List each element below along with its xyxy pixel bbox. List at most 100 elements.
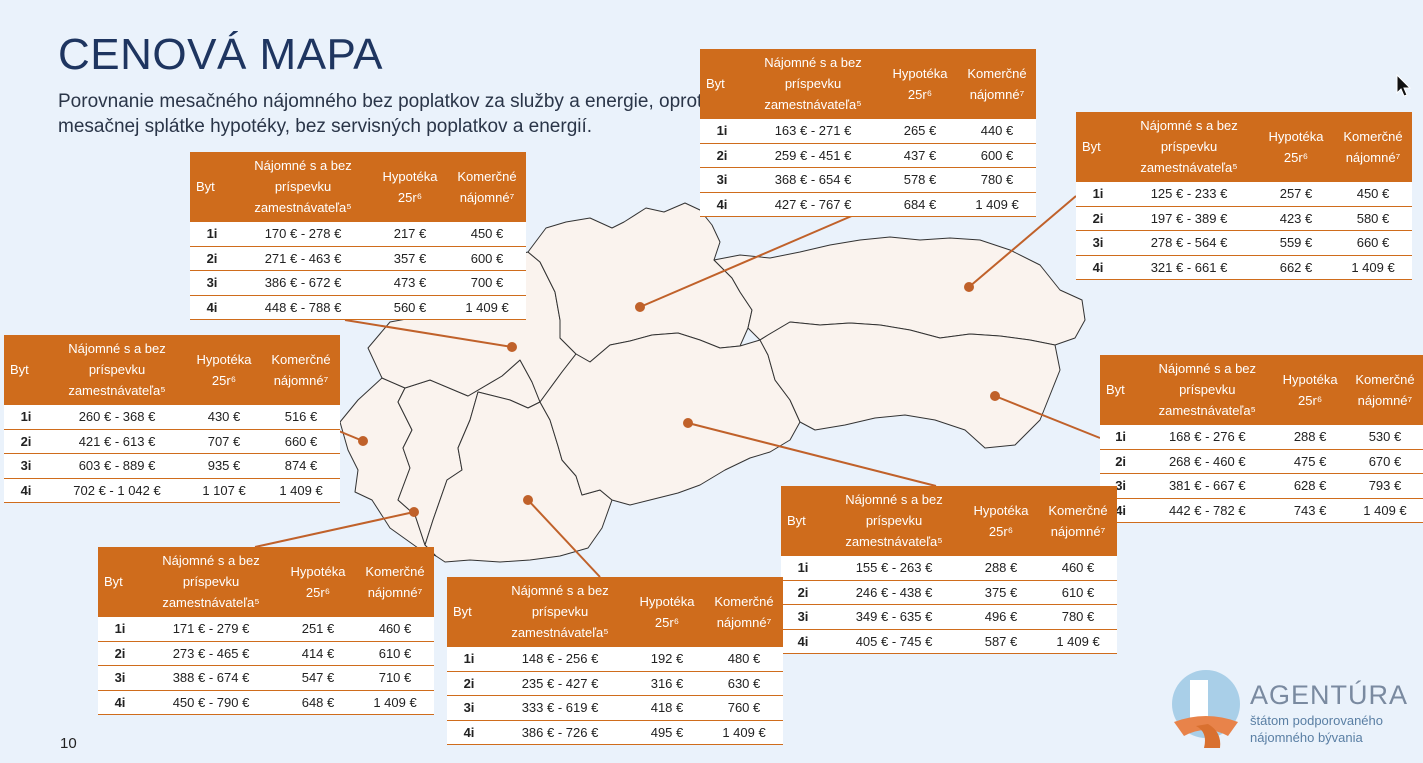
rent-table-trnava: Byt Nájomné s a bez príspevku zamestnáva… <box>98 547 434 715</box>
cell-komercne: 610 € <box>1039 579 1117 605</box>
cell-komercne: 610 € <box>356 640 434 666</box>
col-header-najomne: Nájomné s a bez príspevku zamestnávateľa… <box>825 486 963 556</box>
table-row: 1i 170 € - 278 €217 €450 € <box>190 221 526 246</box>
cell-komercne: 780 € <box>1039 604 1117 629</box>
cell-komercne: 660 € <box>262 428 340 454</box>
cell-komercne: 1 409 € <box>705 719 783 745</box>
cell-najomne: 148 € - 256 € <box>491 646 629 671</box>
table-row: 1i 163 € - 271 €265 €440 € <box>700 118 1036 143</box>
cell-hypoteka: 375 € <box>963 579 1039 605</box>
cell-komercne: 450 € <box>1334 181 1412 206</box>
table-row: 4i 448 € - 788 €560 €1 409 € <box>190 294 526 320</box>
cell-hypoteka: 559 € <box>1258 230 1334 255</box>
col-header-najomne: Nájomné s a bez príspevku zamestnávateľa… <box>1120 112 1258 182</box>
col-header-komercne: Komerčné nájomné⁷ <box>1346 355 1423 425</box>
col-header-hypoteka: Hypotéka 25r⁶ <box>882 49 958 119</box>
cell-hypoteka: 1 107 € <box>186 477 262 503</box>
region-nitra <box>424 391 613 563</box>
col-header-byt: Byt <box>98 547 142 617</box>
cell-hypoteka: 423 € <box>1258 205 1334 231</box>
cell-komercne: 760 € <box>705 695 783 720</box>
cell-komercne: 793 € <box>1346 473 1423 498</box>
cell-najomne: 405 € - 745 € <box>825 628 963 654</box>
cell-komercne: 1 409 € <box>356 689 434 715</box>
cell-komercne: 1 409 € <box>1346 497 1423 523</box>
col-header-komercne: Komerčné nájomné⁷ <box>262 335 340 405</box>
cell-najomne: 271 € - 463 € <box>234 245 372 271</box>
cell-byt: 4i <box>781 628 825 654</box>
rent-table-trencin: Byt Nájomné s a bez príspevku zamestnáva… <box>190 152 526 320</box>
cell-najomne: 268 € - 460 € <box>1141 448 1274 474</box>
cell-hypoteka: 257 € <box>1258 181 1334 206</box>
cell-komercne: 710 € <box>356 665 434 690</box>
col-header-komercne: Komerčné nájomné⁷ <box>705 577 783 647</box>
region-banska-bystrica <box>539 332 801 506</box>
col-header-byt: Byt <box>781 486 825 556</box>
cell-najomne: 368 € - 654 € <box>744 167 882 192</box>
cell-hypoteka: 587 € <box>963 628 1039 654</box>
col-header-komercne: Komerčné nájomné⁷ <box>1039 486 1117 556</box>
table-row: 3i 278 € - 564 €559 €660 € <box>1076 230 1412 255</box>
cell-komercne: 440 € <box>958 118 1036 143</box>
cell-najomne: 163 € - 271 € <box>744 118 882 143</box>
cell-najomne: 448 € - 788 € <box>234 294 372 320</box>
cell-najomne: 260 € - 368 € <box>48 404 186 429</box>
rent-table-bratislava: Byt Nájomné s a bez príspevku zamestnáva… <box>4 335 340 503</box>
table-row: 4i 702 € - 1 042 €1 107 €1 409 € <box>4 477 340 503</box>
cell-byt: 1i <box>190 221 234 246</box>
cell-hypoteka: 495 € <box>629 719 705 745</box>
cell-komercne: 450 € <box>448 221 526 246</box>
cell-hypoteka: 743 € <box>1273 497 1347 523</box>
cell-komercne: 1 409 € <box>448 294 526 320</box>
cell-najomne: 442 € - 782 € <box>1141 497 1274 523</box>
col-header-najomne: Nájomné s a bez príspevku zamestnávateľa… <box>48 335 186 405</box>
cell-hypoteka: 628 € <box>1273 473 1347 498</box>
cell-najomne: 321 € - 661 € <box>1120 254 1258 280</box>
table-row: 1i 148 € - 256 €192 €480 € <box>447 646 783 671</box>
cell-komercne: 600 € <box>448 245 526 271</box>
col-header-najomne: Nájomné s a bez príspevku zamestnávateľa… <box>234 152 372 222</box>
cell-najomne: 702 € - 1 042 € <box>48 477 186 503</box>
cell-byt: 3i <box>190 270 234 295</box>
col-header-hypoteka: Hypotéka 25r⁶ <box>963 486 1039 556</box>
cell-komercne: 580 € <box>1334 205 1412 231</box>
cell-komercne: 660 € <box>1334 230 1412 255</box>
cell-hypoteka: 430 € <box>186 404 262 429</box>
table-row: 1i 155 € - 263 €288 €460 € <box>781 555 1117 580</box>
table-row: 2i 273 € - 465 €414 €610 € <box>98 640 434 666</box>
table-row: 4i 450 € - 790 €648 €1 409 € <box>98 689 434 715</box>
cell-komercne: 1 409 € <box>1039 628 1117 654</box>
cell-byt: 1i <box>98 616 142 641</box>
cell-komercne: 600 € <box>958 142 1036 168</box>
table-row: 1i 125 € - 233 €257 €450 € <box>1076 181 1412 206</box>
col-header-komercne: Komerčné nájomné⁷ <box>448 152 526 222</box>
cell-najomne: 386 € - 726 € <box>491 719 629 745</box>
cell-komercne: 670 € <box>1346 448 1423 474</box>
cell-hypoteka: 684 € <box>882 191 958 217</box>
rent-table-banska-bystrica: Byt Nájomné s a bez príspevku zamestnáva… <box>781 486 1117 654</box>
cell-komercne: 780 € <box>958 167 1036 192</box>
cell-hypoteka: 357 € <box>372 245 448 271</box>
col-header-najomne: Nájomné s a bez príspevku zamestnávateľa… <box>744 49 882 119</box>
table-row: 3i 368 € - 654 €578 €780 € <box>700 167 1036 192</box>
rent-table-presov: Byt Nájomné s a bez príspevku zamestnáva… <box>1076 112 1412 280</box>
cell-najomne: 381 € - 667 € <box>1141 473 1274 498</box>
cell-komercne: 460 € <box>356 616 434 641</box>
cell-hypoteka: 251 € <box>280 616 356 641</box>
col-header-hypoteka: Hypotéka 25r⁶ <box>280 547 356 617</box>
table-row: 3i 386 € - 672 €473 €700 € <box>190 270 526 295</box>
cell-komercne: 516 € <box>262 404 340 429</box>
col-header-hypoteka: Hypotéka 25r⁶ <box>372 152 448 222</box>
cell-komercne: 480 € <box>705 646 783 671</box>
cell-najomne: 603 € - 889 € <box>48 453 186 478</box>
col-header-hypoteka: Hypotéka 25r⁶ <box>629 577 705 647</box>
cell-najomne: 171 € - 279 € <box>142 616 280 641</box>
cell-najomne: 273 € - 465 € <box>142 640 280 666</box>
cell-byt: 2i <box>98 640 142 666</box>
cell-byt: 1i <box>447 646 491 671</box>
table-row: 1i 168 € - 276 €288 €530 € <box>1100 424 1423 449</box>
col-header-komercne: Komerčné nájomné⁷ <box>356 547 434 617</box>
cell-byt: 2i <box>700 142 744 168</box>
cell-byt: 1i <box>1076 181 1120 206</box>
table-row: 4i 386 € - 726 €495 €1 409 € <box>447 719 783 745</box>
